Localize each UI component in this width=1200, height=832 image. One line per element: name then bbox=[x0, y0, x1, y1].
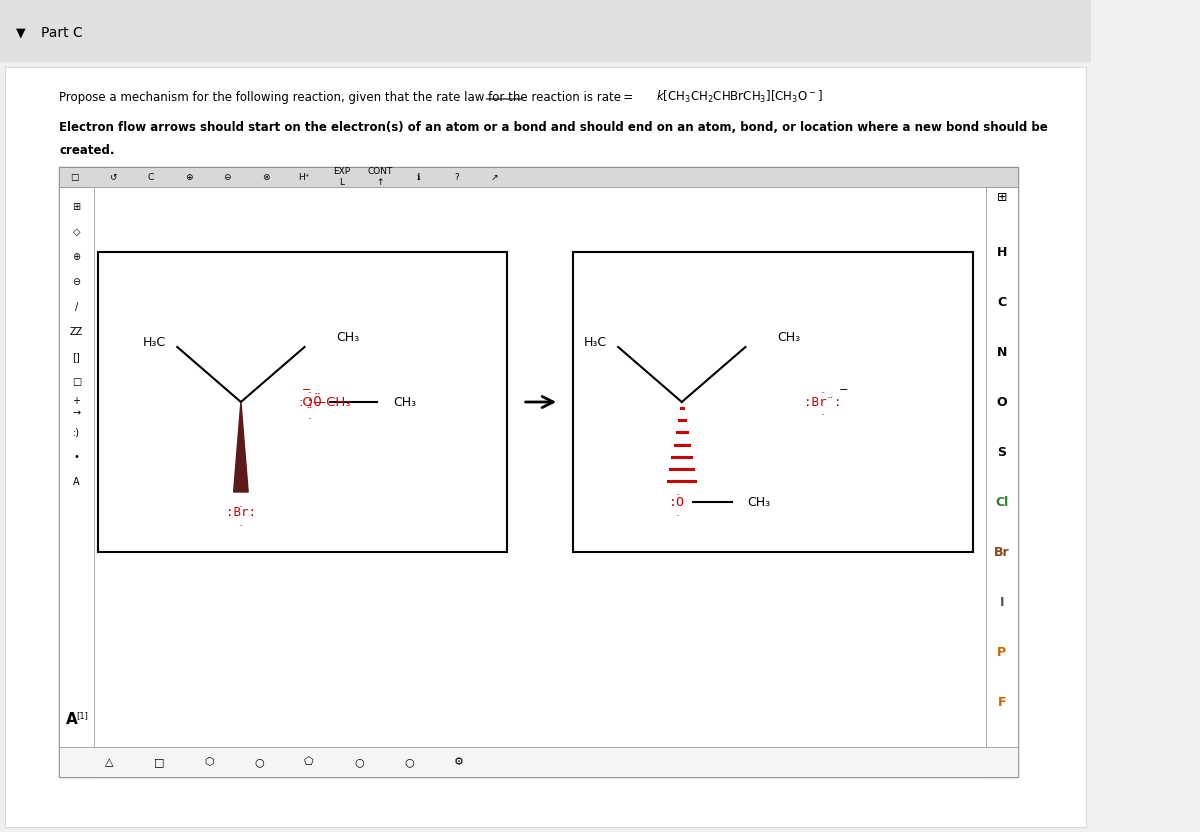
Text: H₃C: H₃C bbox=[584, 335, 607, 349]
Polygon shape bbox=[234, 402, 248, 492]
Text: CH₃: CH₃ bbox=[778, 330, 800, 344]
Text: −: − bbox=[839, 385, 848, 395]
Bar bbox=[59, 187, 94, 777]
Text: F: F bbox=[997, 696, 1006, 709]
Text: ⚙: ⚙ bbox=[454, 757, 464, 767]
Text: ↺: ↺ bbox=[109, 172, 116, 181]
Text: ⊖: ⊖ bbox=[72, 277, 80, 287]
Text: :Br:: :Br: bbox=[226, 506, 256, 518]
Text: □: □ bbox=[71, 172, 79, 181]
Text: :Br̈:: :Br̈: bbox=[804, 395, 841, 409]
Text: P: P bbox=[997, 646, 1007, 658]
Text: ↗: ↗ bbox=[491, 172, 498, 181]
Text: ..: .. bbox=[239, 519, 244, 528]
Text: H⁺: H⁺ bbox=[298, 172, 310, 181]
FancyArrowPatch shape bbox=[526, 396, 553, 408]
Bar bbox=[0, 0, 1091, 62]
Text: Br: Br bbox=[994, 546, 1009, 558]
Text: ⊗: ⊗ bbox=[262, 172, 269, 181]
Text: ..: .. bbox=[674, 509, 679, 518]
Text: □: □ bbox=[72, 377, 80, 387]
Text: S: S bbox=[997, 445, 1007, 458]
Text: •: • bbox=[73, 452, 79, 462]
Text: ..: .. bbox=[821, 408, 826, 417]
Text: :Ö: :Ö bbox=[305, 395, 322, 409]
Text: ?: ? bbox=[454, 172, 458, 181]
Text: :O̤—CH₃: :O̤—CH₃ bbox=[298, 395, 350, 409]
Text: C: C bbox=[997, 295, 1007, 309]
Text: ..: .. bbox=[307, 385, 312, 394]
Text: A: A bbox=[73, 477, 79, 487]
Text: H₃C: H₃C bbox=[143, 335, 166, 349]
Text: ⊕: ⊕ bbox=[185, 172, 193, 181]
Bar bbox=[59, 747, 1018, 777]
Text: ..: .. bbox=[821, 385, 826, 394]
Text: ○: ○ bbox=[404, 757, 414, 767]
Text: ..: .. bbox=[307, 412, 312, 420]
Text: O: O bbox=[996, 395, 1007, 409]
Text: ▼: ▼ bbox=[17, 27, 26, 39]
Text: H: H bbox=[996, 245, 1007, 259]
Text: $k$[CH$_3$CH$_2$CHBrCH$_3$][CH$_3$O$^-$]: $k$[CH$_3$CH$_2$CHBrCH$_3$][CH$_3$O$^-$] bbox=[656, 89, 823, 105]
Text: CH₃: CH₃ bbox=[336, 330, 360, 344]
Text: ⊖: ⊖ bbox=[223, 172, 232, 181]
Text: ..: .. bbox=[674, 488, 679, 497]
Text: ⬡: ⬡ bbox=[204, 757, 214, 767]
Text: /: / bbox=[74, 302, 78, 312]
Text: []: [] bbox=[72, 352, 80, 362]
Text: ZZ: ZZ bbox=[70, 327, 83, 337]
Text: ◇: ◇ bbox=[73, 227, 80, 237]
Text: −: − bbox=[301, 385, 311, 395]
Text: ⊕: ⊕ bbox=[72, 252, 80, 262]
Bar bbox=[98, 252, 508, 552]
Text: ○: ○ bbox=[254, 757, 264, 767]
Text: ⊞: ⊞ bbox=[996, 191, 1007, 204]
Text: N: N bbox=[996, 345, 1007, 359]
Text: I: I bbox=[1000, 596, 1004, 608]
Text: ⬠: ⬠ bbox=[305, 757, 314, 767]
Text: Electron flow arrows should start on the electron(s) of an atom or a bond and sh: Electron flow arrows should start on the… bbox=[59, 121, 1048, 133]
Bar bbox=[986, 187, 1018, 777]
Bar bbox=[59, 167, 1018, 777]
Text: ℹ: ℹ bbox=[416, 172, 420, 181]
Text: CONT
↑: CONT ↑ bbox=[367, 167, 392, 186]
Text: △: △ bbox=[104, 757, 113, 767]
Text: EXP
L: EXP L bbox=[334, 167, 350, 186]
Text: Part C: Part C bbox=[41, 26, 83, 40]
Text: [1]: [1] bbox=[77, 711, 89, 720]
Text: Propose a mechanism for the following reaction, given that the rate law for the : Propose a mechanism for the following re… bbox=[59, 91, 636, 103]
Text: Cl: Cl bbox=[995, 496, 1008, 508]
Text: C: C bbox=[148, 172, 154, 181]
Bar bbox=[572, 252, 973, 552]
Bar bbox=[59, 167, 1018, 187]
Text: :): :) bbox=[73, 427, 80, 437]
Text: ⊞: ⊞ bbox=[72, 202, 80, 212]
Text: ○: ○ bbox=[354, 757, 364, 767]
Text: ..: .. bbox=[239, 499, 244, 508]
Text: +
→: + → bbox=[72, 396, 80, 418]
Text: :O: :O bbox=[670, 496, 685, 508]
Text: created.: created. bbox=[59, 143, 114, 156]
Text: CH₃: CH₃ bbox=[394, 395, 416, 409]
Text: A: A bbox=[66, 712, 77, 727]
Text: CH₃: CH₃ bbox=[748, 496, 770, 508]
Text: □: □ bbox=[154, 757, 164, 767]
